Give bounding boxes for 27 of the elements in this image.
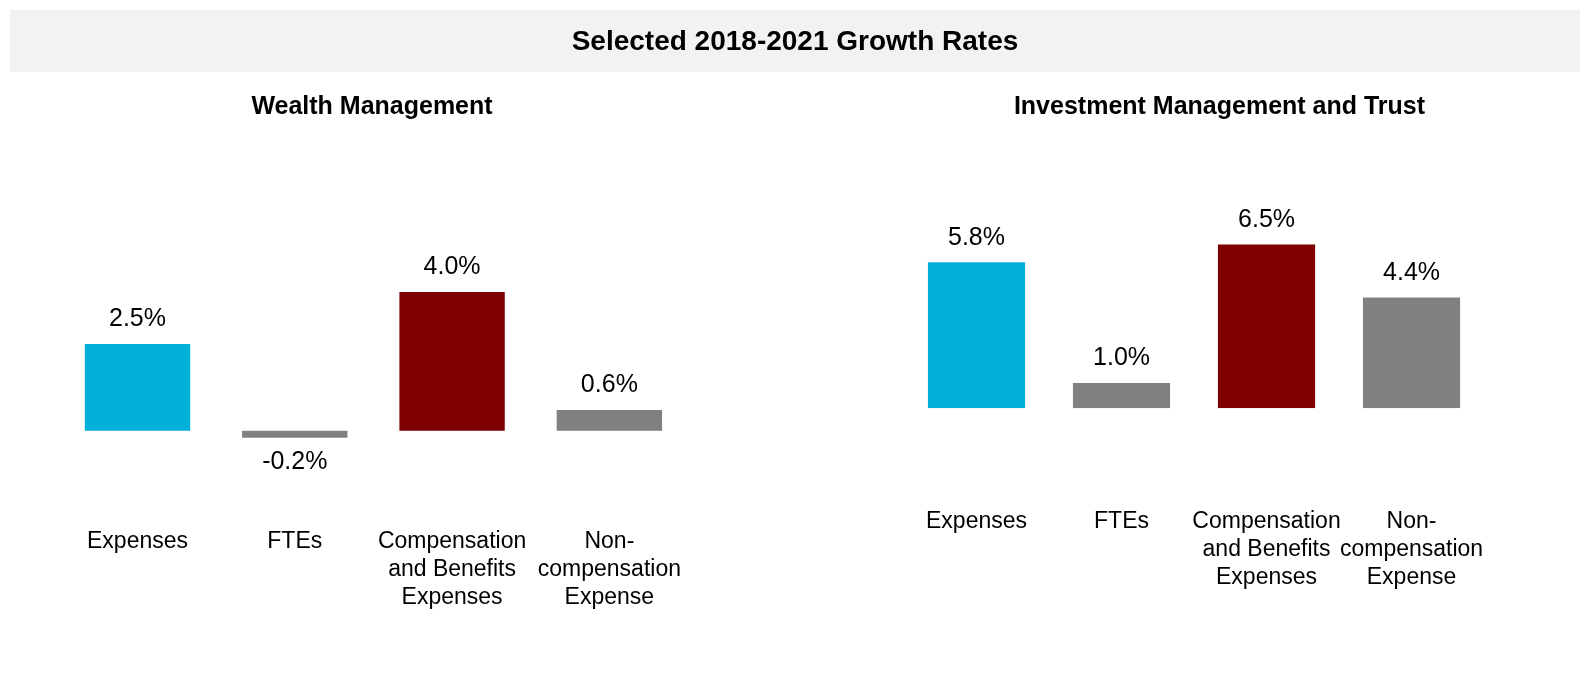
data-label: 4.4%: [1383, 256, 1441, 285]
x-tick-label: Non-compensation Expense: [537, 527, 681, 609]
x-tick-label: FTEs: [1094, 507, 1149, 534]
x-tick-label: Expenses: [87, 527, 189, 554]
bar: [1072, 383, 1171, 409]
data-label: 4.0%: [423, 251, 481, 280]
x-tick-label: Non-compensation Expense: [1339, 507, 1484, 589]
x-tick-label: Expenses: [926, 507, 1028, 534]
data-label: 5.8%: [948, 221, 1005, 250]
data-label: 0.6%: [580, 369, 638, 398]
bar: [84, 344, 191, 431]
bar: [1217, 244, 1316, 409]
bar: [399, 292, 505, 431]
chart-title: Wealth Management: [251, 90, 494, 119]
x-tick-label: Compensation and Benefits Expenses: [377, 527, 527, 609]
text: Selected 2018-2021 Growth Rates: [10, 10, 1580, 72]
bar: [927, 262, 1026, 409]
x-tick-label: Compensation and Benefits Expenses: [1192, 507, 1341, 589]
bar: [556, 410, 663, 431]
bar: [242, 430, 348, 438]
data-label: 6.5%: [1238, 203, 1296, 232]
data-label: 2.5%: [109, 303, 166, 332]
bar: [1362, 297, 1461, 409]
x-tick-label: FTEs: [267, 527, 323, 554]
data-label: 1.0%: [1093, 342, 1150, 371]
chart-title: Investment Management and Trust: [1013, 90, 1426, 119]
data-label: -0.2%: [262, 446, 328, 475]
